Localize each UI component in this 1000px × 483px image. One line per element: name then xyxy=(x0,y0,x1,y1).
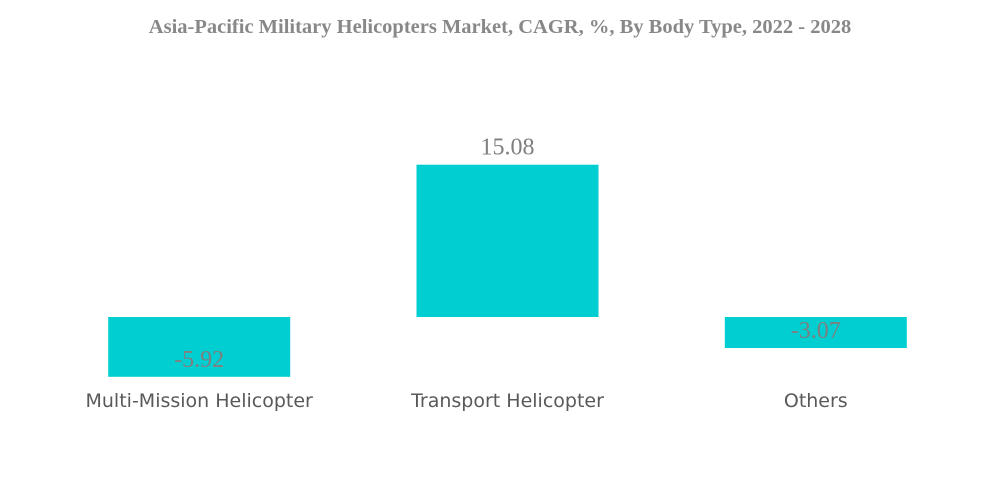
bar-multi-mission-helicopter xyxy=(108,317,291,377)
category-label-multi-mission-helicopter: Multi-Mission Helicopter xyxy=(86,390,314,412)
value-labels-layer: -5.92 15.08 -3.07 xyxy=(174,135,841,373)
value-label-others: -3.07 xyxy=(791,318,841,344)
chart-title: Asia-Pacific Military Helicopters Market… xyxy=(148,16,852,38)
category-labels-layer: Multi-Mission Helicopter Transport Helico… xyxy=(86,390,848,412)
bars-layer xyxy=(108,164,907,377)
value-label-transport-helicopter: 15.08 xyxy=(481,135,535,161)
bar-others xyxy=(724,317,907,348)
bar-transport-helicopter xyxy=(416,164,599,317)
category-label-transport-helicopter: Transport Helicopter xyxy=(410,390,604,412)
value-label-multi-mission-helicopter: -5.92 xyxy=(174,347,224,373)
category-label-others: Others xyxy=(784,390,848,412)
